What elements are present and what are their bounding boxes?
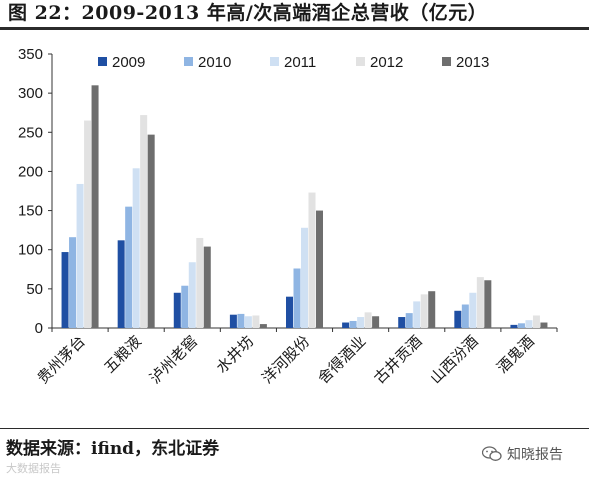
y-tick-label: 250 — [18, 124, 43, 141]
chart-legend: 2009 2010 2011 2012 2013 — [98, 54, 489, 71]
y-tick-label: 350 — [18, 46, 43, 63]
legend-swatch — [442, 57, 451, 66]
bar — [140, 115, 148, 328]
x-category-label: 贵州茅台 — [34, 332, 89, 387]
bar — [364, 312, 372, 328]
legend-label: 2009 — [112, 54, 145, 71]
bar — [237, 313, 245, 328]
x-category-label: 水井坊 — [213, 332, 258, 377]
source-rule — [0, 428, 589, 429]
source-note: 数据来源：ifind，东北证券 — [6, 439, 220, 459]
x-category-label: 酒鬼酒 — [493, 332, 538, 377]
legend-label: 2012 — [370, 54, 403, 71]
bar — [117, 240, 125, 328]
bar — [454, 310, 462, 328]
wechat-icon — [482, 446, 502, 461]
bar — [476, 277, 484, 328]
y-tick-label: 150 — [18, 203, 43, 220]
bar — [196, 237, 204, 328]
bar — [461, 304, 469, 328]
watermark-right: 知晓报告 — [482, 444, 563, 464]
bar — [469, 292, 477, 328]
bar — [259, 324, 267, 328]
bar — [229, 314, 237, 328]
x-axis-labels: 贵州茅台 五粮液 泸州老窖 水井坊 洋河股份 舍得酒业 古井贡酒 山西汾酒 酒鬼酒 — [34, 332, 538, 387]
figure-title: 图 22：2009-2013 年高/次高端酒企总营收（亿元） — [8, 2, 488, 24]
bar — [301, 227, 308, 328]
bar — [428, 291, 436, 328]
legend-swatch — [356, 57, 365, 66]
bar — [76, 183, 84, 328]
x-category-label: 古井贡酒 — [370, 332, 425, 387]
bar — [203, 246, 211, 328]
chart-bars — [61, 85, 548, 329]
bar — [84, 120, 92, 329]
bar — [405, 313, 413, 328]
bar — [357, 317, 365, 328]
bar — [413, 301, 421, 328]
bar — [91, 85, 99, 328]
x-category-label: 洋河股份 — [258, 332, 313, 387]
bar — [188, 262, 196, 328]
bar — [132, 168, 140, 328]
bar — [420, 294, 428, 328]
y-tick-label: 300 — [18, 85, 43, 102]
legend-swatch — [184, 57, 193, 66]
bar — [342, 322, 350, 328]
x-category-label: 山西汾酒 — [426, 332, 481, 387]
bar — [244, 316, 252, 328]
x-category-label: 五粮液 — [100, 332, 145, 377]
bar — [510, 324, 518, 328]
bar — [349, 320, 357, 328]
bar — [308, 192, 316, 328]
bar — [125, 206, 133, 328]
y-tick-label: 100 — [18, 242, 43, 259]
bar — [316, 210, 323, 328]
y-tick-label: 0 — [35, 320, 43, 337]
legend-label: 2010 — [198, 54, 231, 71]
y-tick-label: 200 — [18, 163, 43, 180]
bar — [173, 292, 181, 328]
bar — [252, 315, 260, 328]
bar — [484, 280, 492, 328]
legend-label: 2011 — [284, 54, 316, 71]
legend-swatch — [270, 57, 279, 66]
title-rule — [0, 27, 589, 30]
bar — [147, 134, 155, 328]
watermark-right-text: 知晓报告 — [507, 447, 563, 463]
bar — [293, 268, 301, 328]
y-tick-label: 50 — [26, 281, 43, 298]
legend-swatch — [98, 57, 107, 66]
bar — [398, 317, 406, 328]
bar — [69, 237, 77, 328]
bar — [517, 323, 525, 328]
bar — [181, 285, 189, 328]
x-category-label: 泸州老窖 — [146, 332, 201, 387]
x-category-label: 舍得酒业 — [314, 332, 369, 387]
watermark-left: 大数据报告 — [6, 462, 61, 475]
legend-label: 2013 — [456, 54, 489, 71]
bar — [286, 296, 293, 328]
bar — [540, 322, 548, 328]
bar — [525, 320, 533, 328]
bar — [532, 315, 540, 328]
bar — [372, 316, 380, 328]
bar — [61, 252, 69, 328]
